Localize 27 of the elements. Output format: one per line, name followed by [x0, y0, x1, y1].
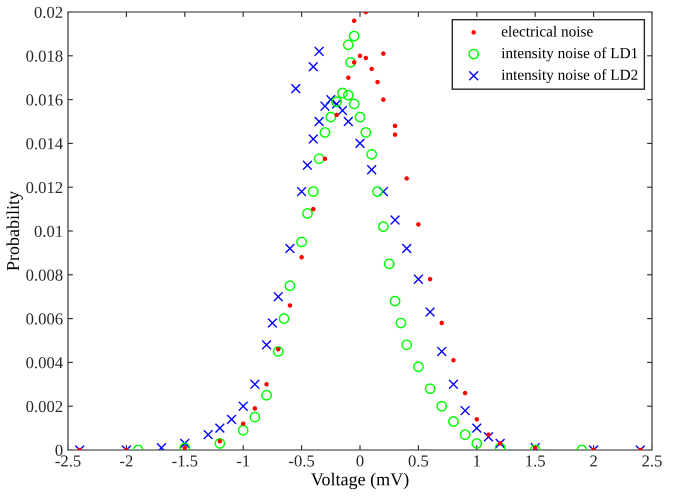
x-tick-label: 2 — [590, 455, 597, 466]
y-tick-label: 0.018 — [26, 50, 63, 62]
x-tick-label: 1 — [474, 455, 480, 466]
x-tick-label: 0 — [356, 455, 364, 467]
y-tick-label: 0.02 — [34, 6, 62, 18]
y-tick-label: 0.012 — [26, 182, 62, 194]
y-tick-label: 0 — [55, 444, 63, 456]
x-tick-label: -0.5 — [289, 455, 314, 467]
y-tick-label: 0.016 — [26, 94, 63, 106]
legend-label: electrical noise — [502, 26, 593, 37]
y-tick-label: 0.008 — [26, 270, 63, 281]
x-tick-label: 2.5 — [642, 455, 662, 467]
y-axis-title: Probability — [6, 190, 23, 271]
y-tick-label: 0.014 — [26, 138, 63, 150]
legend-label: intensity noise of LD1 — [502, 47, 638, 62]
x-tick-label: -2 — [120, 455, 132, 466]
x-axis-title: Voltage (mV) — [310, 472, 408, 490]
y-tick-label: 0.01 — [34, 226, 62, 238]
x-tick-label: -1 — [236, 455, 250, 466]
legend-label: intensity noise of LD2 — [502, 69, 638, 84]
y-tick-label: 0.004 — [26, 357, 63, 368]
x-tick-label: -1.5 — [172, 455, 198, 467]
x-tick-label: 1.5 — [526, 455, 545, 467]
y-tick-label: 0.002 — [26, 400, 62, 412]
x-tick-label: 0.5 — [408, 455, 428, 467]
x-tick-label: -2.5 — [55, 455, 81, 467]
y-tick-label: 0.006 — [26, 313, 63, 325]
